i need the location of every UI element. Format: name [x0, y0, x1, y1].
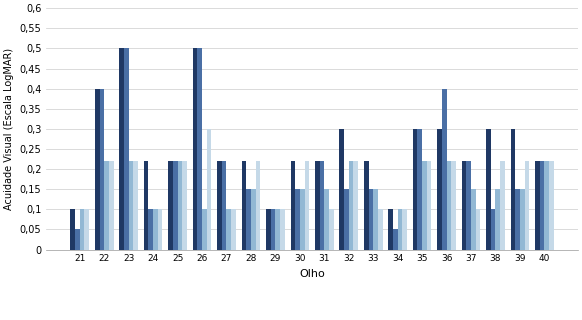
- Bar: [446, 161, 451, 250]
- Bar: [271, 209, 275, 250]
- Bar: [193, 48, 197, 250]
- Bar: [202, 209, 207, 250]
- Bar: [544, 161, 549, 250]
- Bar: [471, 189, 475, 250]
- Bar: [242, 161, 246, 250]
- Bar: [182, 161, 187, 250]
- Bar: [524, 161, 529, 250]
- Bar: [349, 161, 353, 250]
- Bar: [124, 48, 129, 250]
- Bar: [398, 209, 402, 250]
- Bar: [290, 161, 295, 250]
- Bar: [422, 161, 427, 250]
- X-axis label: Olho: Olho: [299, 269, 325, 279]
- Bar: [95, 89, 100, 250]
- Bar: [417, 129, 422, 250]
- Bar: [393, 229, 398, 250]
- Bar: [500, 161, 505, 250]
- Bar: [520, 189, 524, 250]
- Bar: [413, 129, 417, 250]
- Bar: [353, 161, 358, 250]
- Bar: [373, 189, 378, 250]
- Bar: [168, 161, 173, 250]
- Bar: [80, 209, 84, 250]
- Bar: [144, 161, 148, 250]
- Bar: [378, 209, 382, 250]
- Bar: [462, 161, 466, 250]
- Bar: [173, 161, 178, 250]
- Bar: [133, 161, 138, 250]
- Bar: [207, 129, 211, 250]
- Bar: [255, 161, 260, 250]
- Bar: [466, 161, 471, 250]
- Bar: [266, 209, 271, 250]
- Bar: [226, 209, 231, 250]
- Bar: [251, 189, 255, 250]
- Bar: [75, 229, 80, 250]
- Bar: [402, 209, 407, 250]
- Bar: [442, 89, 446, 250]
- Bar: [475, 209, 480, 250]
- Bar: [437, 129, 442, 250]
- Bar: [217, 161, 222, 250]
- Bar: [510, 129, 515, 250]
- Bar: [324, 189, 329, 250]
- Bar: [304, 161, 309, 250]
- Bar: [84, 209, 89, 250]
- Bar: [129, 161, 133, 250]
- Bar: [540, 161, 544, 250]
- Bar: [222, 161, 226, 250]
- Bar: [100, 89, 104, 250]
- Bar: [515, 189, 520, 250]
- Bar: [109, 161, 113, 250]
- Bar: [119, 48, 124, 250]
- Bar: [535, 161, 540, 250]
- Bar: [427, 161, 431, 250]
- Bar: [153, 209, 158, 250]
- Bar: [388, 209, 393, 250]
- Bar: [280, 209, 285, 250]
- Bar: [231, 209, 236, 250]
- Bar: [495, 189, 500, 250]
- Bar: [246, 189, 251, 250]
- Bar: [491, 209, 495, 250]
- Bar: [364, 161, 368, 250]
- Bar: [315, 161, 320, 250]
- Bar: [158, 209, 162, 250]
- Bar: [300, 189, 304, 250]
- Bar: [486, 129, 491, 250]
- Bar: [451, 161, 456, 250]
- Bar: [344, 189, 349, 250]
- Bar: [275, 209, 280, 250]
- Bar: [295, 189, 300, 250]
- Bar: [104, 161, 109, 250]
- Bar: [70, 209, 75, 250]
- Bar: [339, 129, 344, 250]
- Bar: [329, 209, 333, 250]
- Bar: [178, 161, 182, 250]
- Y-axis label: Acuidade Visual (Escala LogMAR): Acuidade Visual (Escala LogMAR): [4, 48, 14, 210]
- Bar: [197, 48, 202, 250]
- Bar: [549, 161, 553, 250]
- Bar: [368, 189, 373, 250]
- Bar: [320, 161, 324, 250]
- Bar: [148, 209, 153, 250]
